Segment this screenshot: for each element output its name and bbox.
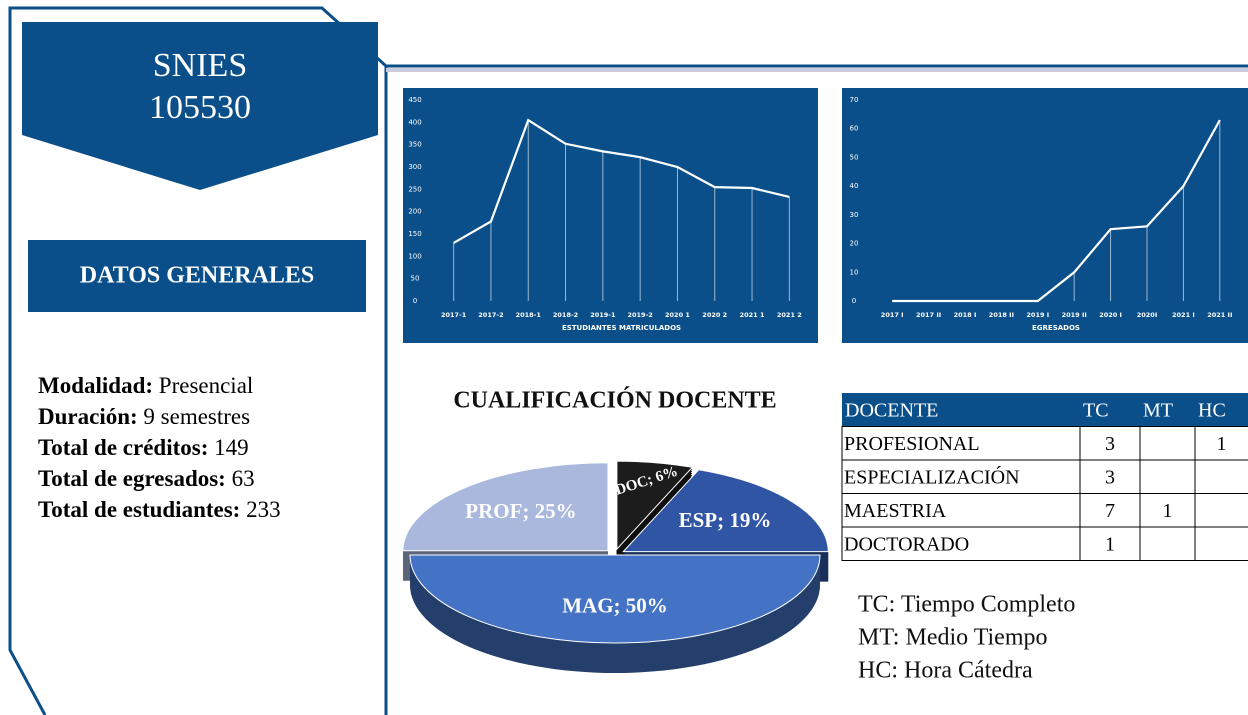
- info-value: 9 semestres: [143, 404, 250, 429]
- x-tick-label: 2019 I: [1026, 311, 1049, 319]
- y-tick-label: 200: [408, 208, 421, 216]
- info-value: 149: [214, 435, 249, 460]
- x-tick-label: 2017 II: [916, 311, 941, 319]
- y-tick-label: 450: [408, 96, 421, 104]
- x-tick-label: 2018 II: [989, 311, 1014, 319]
- table-cell: [1139, 459, 1196, 494]
- table-cell: [1194, 459, 1248, 494]
- y-tick-label: 0: [413, 297, 417, 305]
- table-header-cell: DOCENTE: [845, 399, 938, 421]
- pie-title: CUALIFICACIÓN DOCENTE: [453, 387, 776, 414]
- table-header-cell: HC: [1198, 399, 1226, 421]
- x-tick-label: 2020 1: [665, 311, 690, 319]
- slice: [409, 554, 821, 644]
- x-tick-label: 2019 II: [1062, 311, 1087, 319]
- table-cell-text: ESPECIALIZACIÓN: [844, 464, 1020, 488]
- code-line: SNIES: [153, 47, 247, 84]
- y-tick-label: 350: [408, 141, 421, 149]
- y-tick-label: 30: [850, 211, 859, 219]
- table-cell: [1194, 526, 1248, 561]
- x-tick-label: 2021 1: [740, 311, 765, 319]
- y-tick-label: 50: [850, 153, 859, 161]
- info-item: Total de estudiantes: 233: [38, 497, 281, 522]
- info-label: Total de egresados:: [38, 466, 226, 491]
- table-cell-text: 7: [1105, 500, 1115, 522]
- y-tick-label: 400: [408, 118, 421, 126]
- x-tick-label: 2018-1: [516, 311, 542, 319]
- info-label: Modalidad:: [38, 373, 153, 398]
- info-label: Total de créditos:: [38, 435, 208, 460]
- y-tick-label: 0: [852, 297, 856, 305]
- x-tick-label: 2020 2: [702, 311, 727, 319]
- heading-box: [28, 240, 366, 312]
- table-cell-text: 3: [1105, 466, 1115, 488]
- slice-label: MAG; 50%: [562, 594, 668, 618]
- x-tick-label: 2021 I: [1172, 311, 1195, 319]
- table-cell-text: 1: [1105, 533, 1115, 555]
- x-tick-label: 2020I: [1137, 311, 1158, 319]
- note: HC: Hora Cátedra: [858, 658, 1033, 684]
- info-value: Presencial: [159, 373, 254, 398]
- table-header-cell: MT: [1143, 399, 1173, 421]
- info-value: 63: [232, 466, 255, 491]
- table-header-cell: TC: [1083, 399, 1109, 421]
- slice-label: ESP; 19%: [679, 508, 772, 532]
- x-tick-label: 2020 I: [1099, 311, 1122, 319]
- y-tick-label: 10: [850, 268, 859, 276]
- slice: [616, 460, 694, 551]
- table-cell: [1139, 426, 1196, 461]
- line: [892, 119, 1221, 303]
- x-axis-label: ESTUDIANTES MATRICULADOS: [562, 324, 681, 332]
- y-tick-label: 20: [850, 240, 859, 248]
- table-cell-text: PROFESIONAL: [844, 433, 980, 455]
- line: [453, 118, 790, 244]
- table-cell-text: DOCTORADO: [844, 533, 969, 555]
- table-cell: [1194, 493, 1248, 528]
- x-tick-label: 2017 I: [881, 311, 904, 319]
- info-label: Duración:: [38, 404, 138, 429]
- table-header: [842, 393, 1248, 427]
- sidebar-outline: [8, 6, 388, 715]
- x-tick-label: 2018 I: [954, 311, 977, 319]
- y-tick-label: 150: [408, 230, 421, 238]
- info-value: 233: [246, 497, 281, 522]
- slice-label: PROF; 25%: [465, 499, 576, 523]
- y-tick-label: 40: [850, 182, 859, 190]
- table-cell: [1139, 526, 1196, 561]
- code-banner: [22, 22, 378, 190]
- x-axis-label: EGRESADOS: [1032, 324, 1080, 332]
- code-line: 105530: [149, 89, 251, 126]
- chart-panel: [842, 88, 1248, 343]
- x-tick-label: 2018-2: [553, 311, 578, 319]
- note: MT: Medio Tiempo: [858, 625, 1048, 651]
- info-item: Modalidad: Presencial: [38, 373, 253, 398]
- y-tick-label: 70: [850, 96, 859, 104]
- info-item: Total de egresados: 63: [38, 466, 255, 491]
- y-tick-label: 60: [850, 125, 859, 133]
- y-tick-label: 100: [408, 252, 421, 260]
- y-tick-label: 250: [408, 185, 421, 193]
- note: TC: Tiempo Completo: [858, 592, 1075, 618]
- chart-panel: [403, 88, 818, 343]
- slice: [622, 469, 829, 553]
- slice: [402, 462, 609, 552]
- info-label: Total de estudiantes:: [38, 497, 240, 522]
- table-cell-text: 3: [1105, 433, 1115, 455]
- table-cell-text: 1: [1163, 500, 1173, 522]
- x-tick-label: 2021 II: [1207, 311, 1232, 319]
- x-tick-label: 2017-1: [441, 311, 467, 319]
- y-tick-label: 50: [411, 275, 420, 283]
- x-tick-label: 2019-1: [590, 311, 616, 319]
- table-cell-text: MAESTRIA: [844, 500, 947, 522]
- info-item: Total de créditos: 149: [38, 435, 249, 460]
- x-tick-label: 2021 2: [777, 311, 802, 319]
- table-cell-text: 1: [1217, 433, 1227, 455]
- y-tick-label: 300: [408, 163, 421, 171]
- x-tick-label: 2017-2: [478, 311, 503, 319]
- heading: DATOS GENERALES: [80, 263, 315, 289]
- x-tick-label: 2019-2: [627, 311, 652, 319]
- info-item: Duración: 9 semestres: [38, 404, 250, 429]
